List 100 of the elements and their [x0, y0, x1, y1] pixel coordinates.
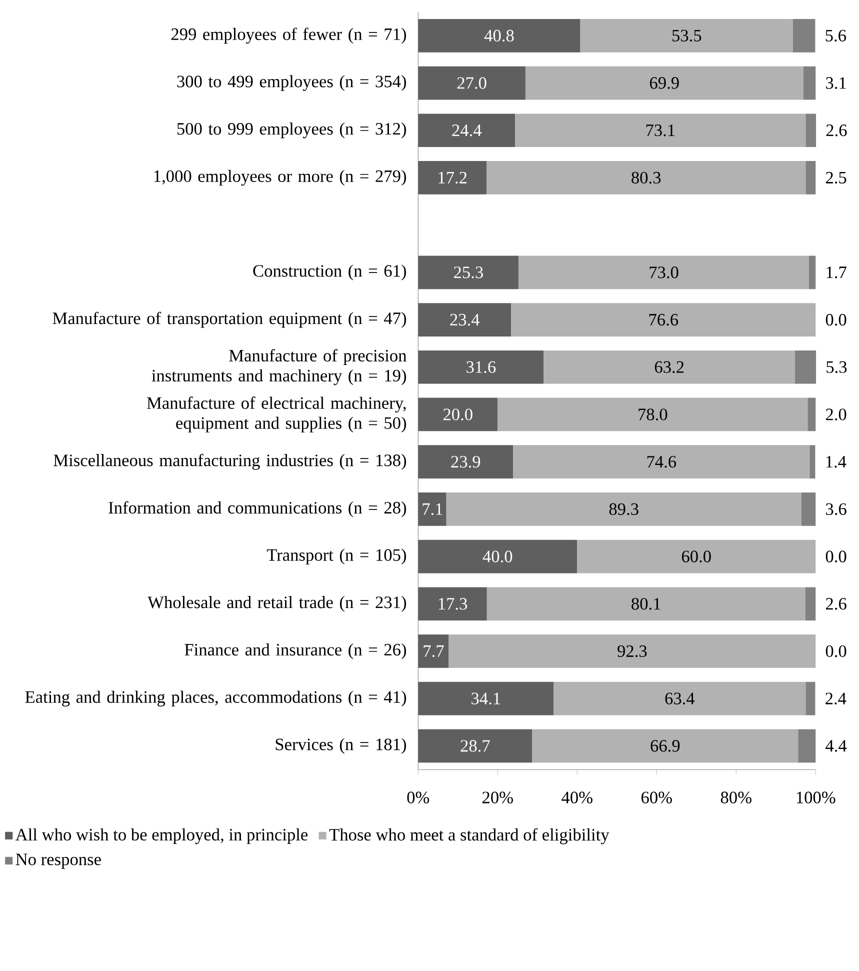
bar — [418, 114, 516, 148]
x-tick-label: 80% — [720, 792, 752, 804]
data-label: 7.7 — [424, 645, 444, 658]
data-label: 66.9 — [650, 740, 680, 752]
x-tick-label: 100% — [796, 792, 836, 804]
data-label: 17.2 — [438, 172, 467, 184]
bar — [418, 587, 487, 621]
bar — [518, 256, 809, 290]
bar — [806, 114, 816, 148]
data-label: 0.0 — [826, 314, 846, 326]
bar — [808, 256, 816, 290]
y-tick-label: Wholesale and retail trade (n = 231) — [148, 596, 406, 612]
y-tick-label: Manufacture of transportation equipment (n = 47) — [52, 312, 406, 328]
data-label: 3.6 — [826, 503, 846, 516]
bar — [418, 492, 446, 526]
bar — [418, 66, 526, 100]
bar — [544, 350, 795, 384]
bar — [805, 587, 816, 621]
bar — [418, 256, 519, 290]
bar — [792, 19, 816, 52]
data-label: 40.8 — [484, 30, 514, 42]
data-label: 24.4 — [452, 124, 482, 136]
x-tick-label: 40% — [562, 792, 592, 804]
bar — [418, 445, 514, 479]
bar — [486, 587, 806, 621]
data-label: 74.6 — [647, 456, 676, 468]
bar — [418, 682, 554, 716]
y-tick-label: Eating and drinking places, accommodations (n = 41) — [25, 690, 406, 706]
data-label: 27.0 — [457, 77, 486, 89]
data-label: 60.0 — [682, 550, 711, 562]
bar — [532, 729, 798, 763]
legend-label: No response — [16, 854, 101, 869]
data-label: 5.6 — [826, 30, 846, 42]
data-label: 1.7 — [826, 266, 846, 278]
data-label: 2.6 — [826, 124, 847, 136]
bar — [808, 398, 816, 432]
bar — [418, 303, 512, 336]
bar — [515, 114, 806, 148]
data-label: 17.3 — [438, 598, 468, 610]
data-label: 73.1 — [646, 124, 675, 136]
bar — [511, 303, 816, 336]
bar — [801, 492, 816, 526]
data-label: 69.9 — [650, 77, 679, 89]
x-tick-label: 20% — [482, 792, 513, 804]
legend-label: All who wish to be employed, in principle — [16, 828, 308, 844]
bar — [498, 398, 808, 432]
data-label: 25.3 — [454, 266, 483, 278]
bar — [486, 161, 806, 194]
x-tick-label: 0% — [407, 792, 430, 804]
data-label: 23.4 — [450, 314, 480, 326]
y-tick-label: 299 employees of fewer (n = 71) — [171, 28, 406, 44]
data-label: 78.0 — [638, 408, 668, 420]
legend-label: Those who meet a standard of eligibility — [329, 828, 610, 844]
bar — [806, 682, 816, 716]
data-label: 34.1 — [472, 692, 500, 704]
x-tick-label: 60% — [642, 792, 672, 804]
bar — [810, 445, 816, 479]
bar — [418, 729, 532, 763]
y-tick-label: Transport (n = 105) — [266, 548, 406, 564]
bar — [418, 398, 498, 432]
bar — [418, 540, 578, 574]
data-label: 0.0 — [826, 645, 846, 658]
bar — [803, 66, 816, 100]
data-label: 23.9 — [451, 456, 480, 468]
y-tick-label: Information and communications (n = 28) — [108, 501, 406, 518]
data-label: 28.7 — [460, 740, 490, 752]
y-tick-label: 300 to 499 employees (n = 354) — [177, 75, 406, 91]
data-label: 4.4 — [826, 740, 847, 752]
y-tick-label: Manufacture of precision instruments and machinery (n = 19) — [152, 349, 407, 386]
bar — [794, 350, 816, 384]
data-label: 76.6 — [649, 314, 678, 326]
data-label: 3.1 — [826, 77, 846, 89]
data-label: 20.0 — [443, 408, 472, 420]
data-label: 0.0 — [826, 550, 846, 562]
data-label: 2.5 — [826, 172, 846, 184]
y-tick-label: Construction (n = 61) — [253, 264, 406, 280]
bar — [525, 66, 804, 100]
data-label: 63.4 — [665, 692, 695, 704]
bar — [554, 682, 806, 716]
bar — [418, 634, 449, 668]
bar — [418, 161, 487, 194]
data-label: 31.6 — [466, 361, 496, 373]
data-label: 73.0 — [650, 266, 678, 278]
data-label: 7.1 — [422, 503, 442, 516]
data-label: 63.2 — [654, 361, 684, 373]
data-label: 2.4 — [826, 692, 846, 704]
data-label: 2.6 — [826, 598, 846, 610]
bar — [798, 729, 816, 763]
y-tick-label: 1,000 employees or more (n = 279) — [154, 170, 406, 186]
bar — [418, 350, 544, 384]
y-tick-label: 500 to 999 employees (n = 312) — [177, 122, 406, 138]
y-tick-label: Finance and insurance (n = 26) — [184, 643, 406, 660]
data-label: 1.4 — [826, 456, 846, 468]
data-label: 53.5 — [672, 30, 702, 42]
data-label: 89.3 — [609, 503, 638, 516]
y-tick-label: Miscellaneous manufacturing industries (n = 138) — [54, 454, 406, 470]
bar — [513, 445, 810, 479]
data-label: 40.0 — [482, 550, 512, 562]
y-tick-label: Services (n = 181) — [276, 738, 406, 754]
data-label: 92.3 — [618, 645, 647, 658]
